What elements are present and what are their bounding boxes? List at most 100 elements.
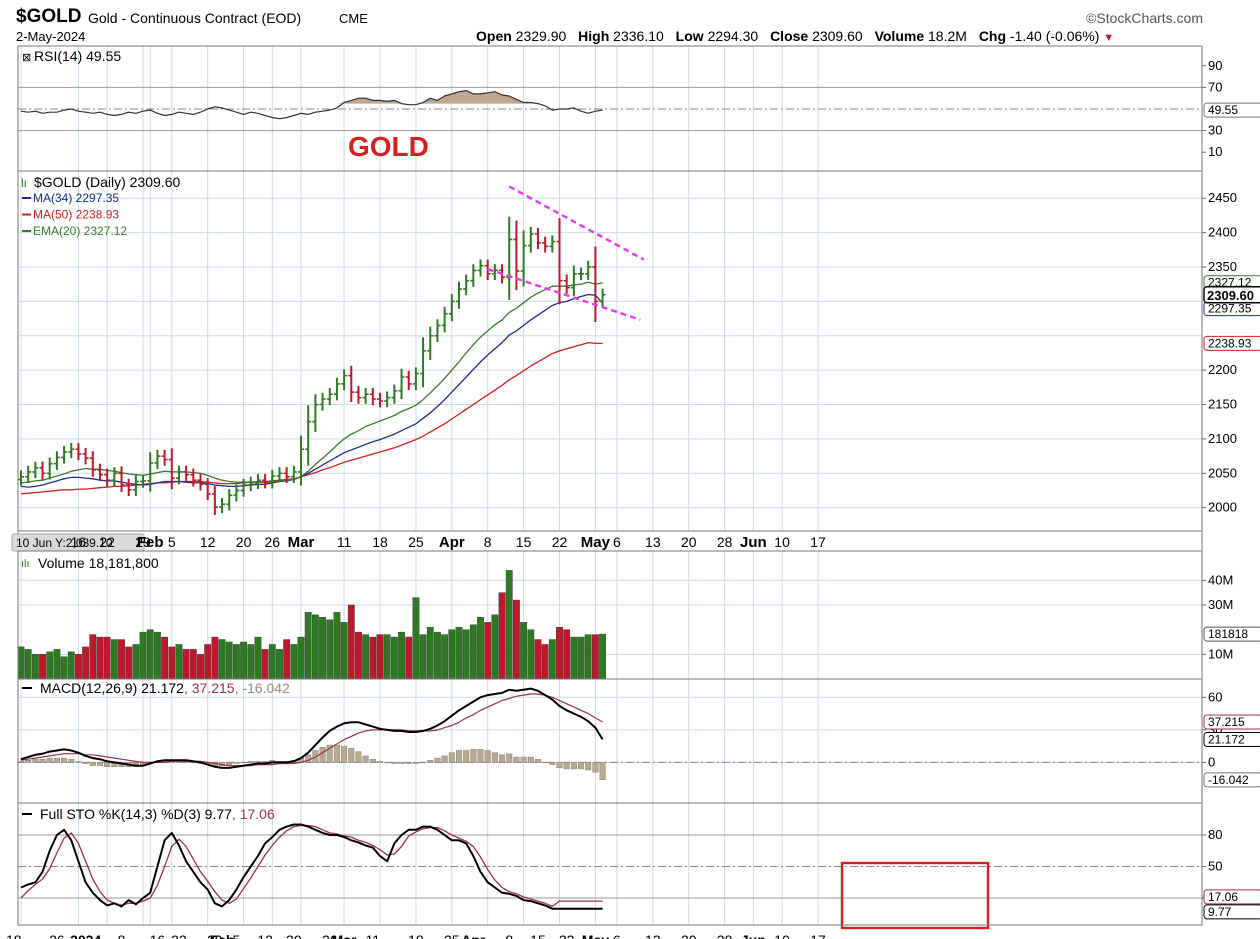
x-tick-label: 20 xyxy=(681,534,697,550)
x-tick-label: 15 xyxy=(516,534,532,550)
stoch-k-line xyxy=(20,823,603,910)
volume-bar xyxy=(110,639,118,680)
ohlc-bar xyxy=(549,235,556,253)
volume-bar xyxy=(75,654,82,680)
macd-histogram-bar xyxy=(513,756,520,763)
price-y-tick-label: 2100 xyxy=(1208,431,1237,446)
x-tick-label: Jun xyxy=(740,534,767,551)
volume-bar xyxy=(254,636,262,680)
macd-histogram-bar xyxy=(570,762,577,770)
price-y-tick-label: 2000 xyxy=(1208,500,1237,515)
rsi-icon: ⊠ xyxy=(22,52,31,64)
ohlc-bar xyxy=(290,465,297,483)
x-tick-label: 28 xyxy=(717,932,733,939)
x-tick-label: 29 xyxy=(207,932,223,939)
volume-value: 18.2M xyxy=(928,28,967,44)
ohlc-bar xyxy=(89,451,96,477)
ohlc-bar xyxy=(420,337,427,388)
volume-bar xyxy=(362,634,370,680)
volume-bar xyxy=(125,646,133,680)
instrument-name: Gold - Continuous Contract (EOD) xyxy=(88,10,302,26)
macd-histogram-bar xyxy=(104,762,111,767)
x-tick-label: 8 xyxy=(484,534,492,550)
chg-value: -1.40 (-0.06%) xyxy=(1009,28,1100,44)
x-tick-label: 26 xyxy=(265,534,281,550)
ohlc-bar xyxy=(118,466,125,493)
volume-bar xyxy=(232,644,240,680)
volume-bar xyxy=(369,636,377,680)
volume-icon: ılı xyxy=(21,558,30,570)
ma34-line xyxy=(20,293,604,488)
volume-bar xyxy=(534,639,542,680)
ohlc-bar xyxy=(132,475,139,496)
volume-bar xyxy=(89,634,97,680)
wedge-upper-trendline xyxy=(508,185,645,261)
macd-histogram-bar xyxy=(463,750,470,763)
volume-bar xyxy=(189,649,197,680)
x-tick-label: 15 xyxy=(530,932,546,939)
ohlc-bar xyxy=(276,467,283,483)
ohlc-bar xyxy=(333,377,340,401)
macd-histogram-bar xyxy=(254,761,261,763)
stoch-title-part: Full STO %K(14,3) %D(3) 9.77 xyxy=(40,806,232,822)
macd-histogram-bar xyxy=(369,758,376,763)
price-x-axis xyxy=(17,530,1203,552)
ohlc-bar xyxy=(168,448,175,490)
legend-entry: MA(50) 2238.93 xyxy=(33,208,119,222)
chart-header: $GOLD Gold - Continuous Contract (EOD) C… xyxy=(0,0,1260,46)
ema20-line xyxy=(20,281,603,484)
x-tick-label: 10 xyxy=(774,534,790,550)
volume-bar xyxy=(297,636,305,680)
macd-histogram-bar xyxy=(341,745,348,763)
macd-histogram-bar xyxy=(96,762,103,766)
volume-bar xyxy=(17,646,25,680)
ohlc-readout: Open 2329.90 High 2336.10 Low 2294.30 Cl… xyxy=(476,28,1114,44)
volume-bar xyxy=(405,636,413,680)
volume-bar xyxy=(168,646,176,680)
macd-histogram-bar xyxy=(434,757,441,763)
macd-histogram-bar xyxy=(226,762,233,765)
rsi-line xyxy=(20,89,603,120)
x-tick-label: 5 xyxy=(233,932,241,939)
volume-bar xyxy=(60,656,68,680)
x-tick-label: 29 xyxy=(135,534,151,550)
macd-histogram-bar xyxy=(405,762,412,764)
macd-histogram-bar xyxy=(534,758,541,763)
stoch-k-last-value-label-box xyxy=(1203,904,1260,920)
x-tick-label: Mar xyxy=(288,534,315,551)
x-tick-label: 26 xyxy=(322,932,338,939)
volume-bar xyxy=(182,649,190,680)
rsi-y-tick-label: 90 xyxy=(1208,58,1222,73)
macd-histogram-bar xyxy=(25,760,32,763)
macd-histogram-bar xyxy=(420,762,427,764)
ohlc-bar xyxy=(405,370,412,391)
ohlc-bar xyxy=(61,445,68,464)
volume-bar xyxy=(505,570,513,680)
x-tick-label: 13 xyxy=(645,932,661,939)
ohlc-bar xyxy=(197,473,204,491)
volume-bar xyxy=(247,644,255,680)
volume-bar xyxy=(484,622,492,680)
ohlc-bar xyxy=(175,465,182,485)
ohlc-bar xyxy=(384,391,391,408)
macd-histogram-bar xyxy=(592,762,599,773)
macd-y-tick-label: 60 xyxy=(1208,689,1222,704)
macd-histogram-bar xyxy=(520,756,527,763)
volume-bar xyxy=(599,633,606,680)
ohlc-bar xyxy=(412,367,419,391)
macd-histogram-bar xyxy=(39,758,46,763)
ohlc-bar xyxy=(269,469,276,489)
volume-bar xyxy=(577,636,585,680)
ohlc-bar xyxy=(463,274,470,296)
legend-entry: EMA(20) 2327.12 xyxy=(33,224,127,238)
open-value: 2329.90 xyxy=(515,28,567,44)
legend-entry: MA(34) 2297.35 xyxy=(33,191,119,205)
macd-histogram-bar xyxy=(441,755,448,763)
ohlc-bar xyxy=(233,484,240,502)
low-value: 2294.30 xyxy=(707,28,759,44)
ma50-last-value-label: 2238.93 xyxy=(1208,336,1252,350)
x-tick-label: Mar xyxy=(332,932,357,939)
volume-bar xyxy=(541,644,549,680)
ohlc-bar xyxy=(570,265,577,296)
